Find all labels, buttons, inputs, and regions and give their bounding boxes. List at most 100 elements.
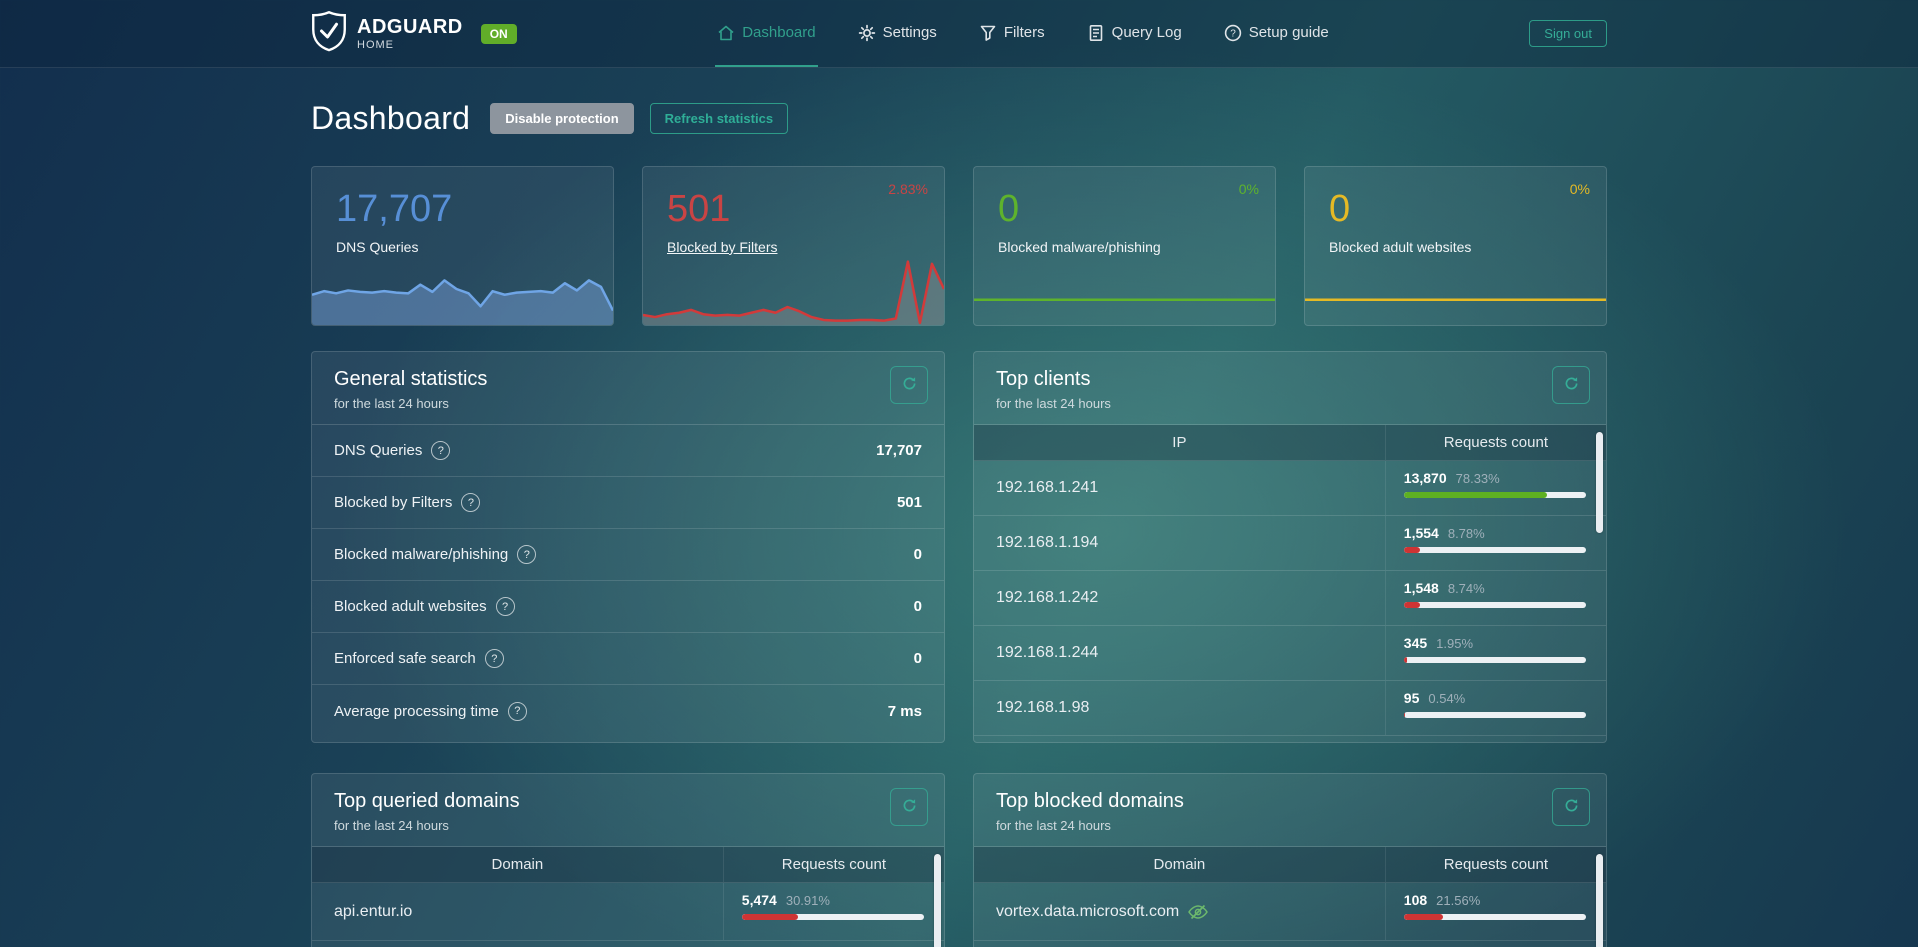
- help-icon[interactable]: ?: [495, 597, 515, 616]
- progress-bar: [1403, 657, 1586, 663]
- stat-label: Blocked by Filters: [334, 494, 453, 511]
- help-icon[interactable]: ?: [461, 493, 481, 512]
- help-icon[interactable]: ?: [431, 441, 451, 460]
- column-header-ip: IP: [1172, 434, 1187, 451]
- brand-name: ADGUARD: [357, 15, 463, 38]
- svg-text:?: ?: [1230, 28, 1236, 39]
- stat-card-dns-queries: 17,707 DNS Queries: [311, 166, 614, 326]
- stat-value: 0: [913, 598, 922, 615]
- nav-item-query-log[interactable]: Query Log: [1085, 0, 1184, 67]
- client-ip: 192.168.1.244: [996, 644, 1099, 661]
- panel-subtitle: for the last 24 hours: [334, 396, 449, 411]
- stat-label: Average processing time: [334, 702, 499, 720]
- stat-row: Blocked adult websites? 0: [312, 581, 944, 633]
- sign-out-button[interactable]: Sign out: [1529, 20, 1607, 47]
- refresh-panel-button[interactable]: [890, 788, 928, 826]
- table-row: api.entur.io 5,474 30.91%: [312, 883, 944, 941]
- domain-name: api.entur.io: [334, 902, 413, 920]
- stat-cards-row: 17,707 DNS Queries 2.83% 501 Blocked by …: [311, 166, 1607, 326]
- gear-icon: [858, 24, 876, 42]
- card-value: 0: [1329, 188, 1351, 230]
- scrollbar-thumb[interactable]: [934, 854, 941, 947]
- stat-card-blocked-adult: 0% 0 Blocked adult websites: [1304, 166, 1607, 326]
- client-ip: 192.168.1.241: [996, 479, 1099, 496]
- document-icon: [1087, 24, 1105, 42]
- card-percent: 2.83%: [888, 181, 928, 197]
- top-navbar: ADGUARD HOME ON Dashboard: [0, 0, 1918, 68]
- refresh-icon: [901, 797, 918, 817]
- blocked-adult-sparkline: [1305, 253, 1606, 325]
- stat-row: DNS Queries? 17,707: [312, 425, 944, 477]
- column-header-requests: Requests count: [1384, 847, 1606, 882]
- card-percent: 0%: [1569, 181, 1590, 197]
- requests-count: 345: [1403, 635, 1428, 651]
- refresh-statistics-button[interactable]: Refresh statistics: [649, 102, 789, 134]
- nav-label: Settings: [882, 24, 937, 41]
- card-value: 501: [667, 188, 731, 230]
- column-header-domain: Domain: [1153, 856, 1206, 873]
- nav-item-setup-guide[interactable]: ? Setup guide: [1222, 0, 1331, 67]
- progress-bar: [1403, 547, 1586, 553]
- stat-row: Average processing time? 7 ms: [312, 685, 944, 737]
- progress-fill: [1403, 602, 1420, 608]
- top-blocked-domains-panel: Top blocked domains for the last 24 hour…: [973, 773, 1607, 947]
- requests-percent: 0.54%: [1428, 691, 1466, 706]
- requests-count: 108: [1403, 892, 1428, 908]
- card-label: DNS Queries: [336, 238, 419, 255]
- panel-title: Top blocked domains: [996, 790, 1184, 812]
- blocked-malware-sparkline: [974, 253, 1275, 325]
- page-header: Dashboard Disable protection Refresh sta…: [311, 98, 1607, 138]
- help-icon[interactable]: ?: [517, 545, 537, 564]
- domain-name: vortex.data.microsoft.com: [996, 902, 1180, 920]
- disable-protection-button[interactable]: Disable protection: [490, 102, 634, 134]
- nav-item-filters[interactable]: Filters: [977, 0, 1047, 67]
- help-icon[interactable]: ?: [484, 649, 504, 668]
- refresh-panel-button[interactable]: [1552, 788, 1590, 826]
- brand-logo[interactable]: ADGUARD HOME ON: [311, 10, 517, 57]
- scrollbar-thumb[interactable]: [1596, 854, 1603, 947]
- nav-item-settings[interactable]: Settings: [856, 0, 939, 67]
- question-circle-icon: ?: [1224, 24, 1242, 42]
- panel-title: General statistics: [334, 368, 488, 390]
- nav-item-dashboard[interactable]: Dashboard: [715, 0, 818, 67]
- panel-title: Top queried domains: [334, 790, 520, 812]
- panel-title: Top clients: [996, 368, 1091, 390]
- refresh-panel-button[interactable]: [1552, 366, 1590, 404]
- home-icon: [717, 24, 735, 42]
- progress-bar: [1403, 712, 1586, 718]
- stat-row: Enforced safe search? 0: [312, 633, 944, 685]
- dns-queries-sparkline: [312, 253, 613, 325]
- nav-label: Setup guide: [1248, 24, 1329, 41]
- help-icon[interactable]: ?: [507, 701, 527, 721]
- blocked-by-filters-link[interactable]: Blocked by Filters: [667, 238, 778, 255]
- requests-percent: 8.74%: [1447, 581, 1485, 596]
- scrollbar-thumb[interactable]: [1596, 432, 1603, 533]
- nav-label: Query Log: [1111, 24, 1182, 41]
- requests-count: 95: [1403, 690, 1420, 706]
- bottom-panels-row: Top queried domains for the last 24 hour…: [311, 773, 1607, 947]
- table-row: 192.168.1.194 1,554 8.78%: [974, 516, 1606, 571]
- progress-fill: [741, 914, 799, 920]
- requests-percent: 30.91%: [785, 893, 830, 908]
- requests-count: 5,474: [741, 892, 777, 908]
- requests-count: 1,554: [1403, 525, 1439, 541]
- progress-fill: [1403, 547, 1420, 553]
- table-row: 192.168.1.242 1,548 8.74%: [974, 571, 1606, 626]
- stat-label: Blocked adult websites: [334, 598, 487, 615]
- brand-sub: HOME: [357, 38, 394, 51]
- middle-panels-row: General statistics for the last 24 hours…: [311, 351, 1607, 743]
- requests-percent: 21.56%: [1436, 893, 1481, 908]
- nav-label: Dashboard: [742, 24, 816, 41]
- progress-fill: [1403, 914, 1444, 920]
- progress-bar: [1403, 914, 1586, 920]
- stat-card-blocked-filters: 2.83% 501 Blocked by Filters: [642, 166, 945, 326]
- refresh-panel-button[interactable]: [890, 366, 928, 404]
- progress-fill: [1403, 492, 1547, 498]
- progress-bar: [741, 914, 924, 920]
- column-header-requests: Requests count: [1384, 425, 1606, 460]
- stat-value: 501: [896, 494, 922, 511]
- card-percent: 0%: [1238, 181, 1259, 197]
- panel-subtitle: for the last 24 hours: [334, 818, 449, 833]
- table-row: 192.168.1.98 95 0.54%: [974, 681, 1606, 736]
